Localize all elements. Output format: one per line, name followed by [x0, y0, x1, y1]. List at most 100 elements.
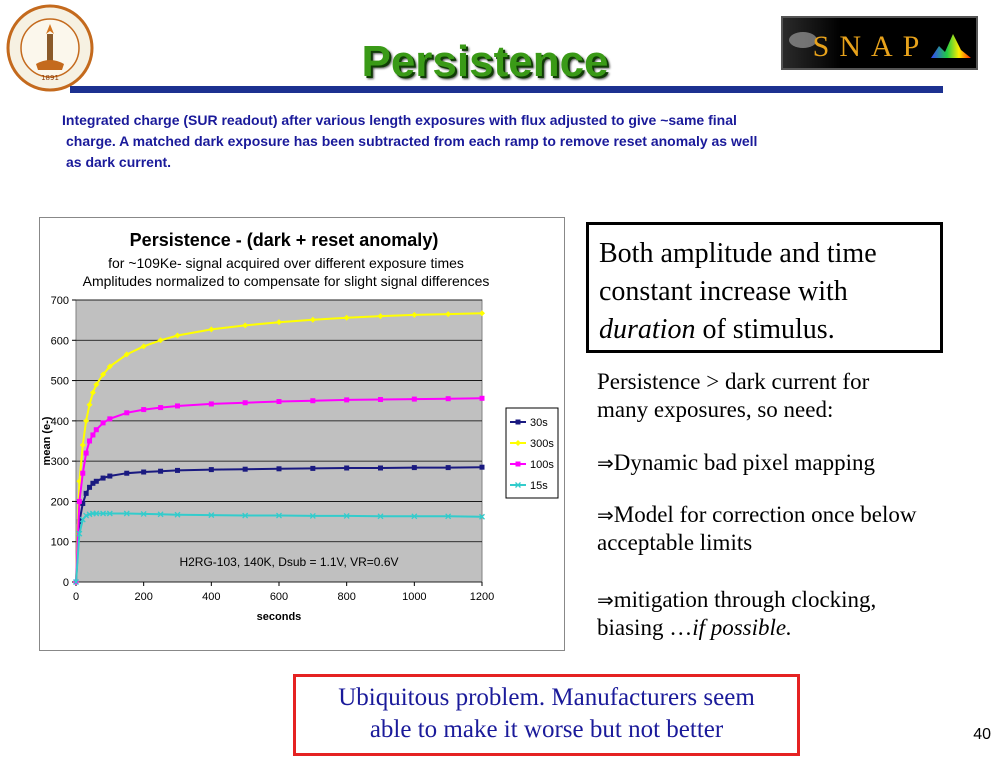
- data-point: [87, 438, 93, 444]
- bullet-emphasis: if possible.: [692, 615, 792, 640]
- data-point: [445, 311, 452, 318]
- data-point: [276, 319, 282, 326]
- y-axis-label: mean (e-): [41, 416, 53, 465]
- legend-marker: [515, 482, 521, 488]
- data-point: [309, 512, 316, 519]
- data-point: [310, 398, 316, 404]
- intro-line: as dark current.: [66, 154, 172, 170]
- data-point: [141, 469, 147, 475]
- data-point: [140, 343, 147, 350]
- caltech-seal-icon: 1891: [6, 4, 94, 92]
- data-point: [83, 512, 90, 519]
- data-point: [479, 513, 485, 520]
- conclusion-line: Ubiquitous problem. Manufacturers seem: [338, 684, 755, 711]
- data-point: [445, 465, 451, 471]
- bullet-text: biasing …: [597, 615, 693, 640]
- data-point: [242, 466, 248, 472]
- data-point: [276, 512, 282, 519]
- data-point: [157, 511, 164, 518]
- data-point: [124, 470, 130, 476]
- data-point: [100, 475, 106, 481]
- data-point: [208, 401, 214, 407]
- data-point: [107, 416, 113, 422]
- callout-box: Both amplitude and time constant increas…: [586, 222, 943, 353]
- intro-text: Integrated charge (SUR readout) after va…: [62, 110, 938, 173]
- plot-area: [75, 299, 483, 583]
- data-point: [157, 337, 164, 344]
- data-point: [80, 500, 86, 506]
- data-point: [242, 400, 248, 406]
- data-point: [411, 513, 418, 520]
- data-point: [276, 399, 282, 405]
- data-point: [100, 420, 106, 426]
- callout-line: constant increase with: [599, 276, 848, 307]
- note-line: Persistence > dark current for: [597, 369, 870, 394]
- data-point: [83, 417, 90, 424]
- data-point: [158, 468, 164, 474]
- series-line-15s: [75, 512, 483, 583]
- bullet-text: Model for correction once below: [613, 502, 917, 527]
- data-point: [175, 467, 180, 473]
- data-point: [445, 513, 452, 520]
- data-point: [411, 311, 418, 318]
- data-point: [242, 322, 249, 329]
- legend-marker: [515, 440, 521, 446]
- data-point: [76, 498, 82, 504]
- data-point: [123, 510, 130, 517]
- implies-arrow-icon: ⇒: [597, 451, 614, 475]
- y-tick-label: 500: [51, 376, 69, 388]
- data-point: [378, 397, 383, 403]
- data-point: [100, 371, 107, 378]
- data-point: [93, 381, 100, 388]
- intro-line: charge. A matched dark exposure has been…: [66, 133, 758, 149]
- data-point: [124, 410, 130, 416]
- x-tick-label: 1200: [470, 591, 494, 603]
- bullet-item: ⇒Model for correction once below accepta…: [597, 501, 1007, 557]
- data-point: [73, 579, 79, 585]
- data-point: [90, 432, 96, 438]
- data-point: [83, 490, 89, 496]
- data-point: [76, 530, 83, 537]
- note-line: many exposures, so need:: [597, 397, 834, 422]
- data-point: [140, 510, 147, 517]
- chart-annotation: H2RG-103, 140K, Dsub = 1.1V, VR=0.6V: [179, 555, 398, 569]
- x-tick-label: 400: [202, 591, 220, 603]
- data-point: [86, 401, 93, 408]
- bullet-text: mitigation through clocking,: [613, 587, 877, 612]
- data-point: [344, 397, 350, 403]
- chart-subtitle-1: for ~109Ke- signal acquired over differe…: [108, 255, 464, 271]
- bullet-text: acceptable limits: [597, 530, 753, 555]
- data-point: [175, 403, 180, 409]
- data-point: [377, 313, 384, 320]
- y-tick-label: 700: [51, 295, 69, 307]
- conclusion-line: able to make it worse but not better: [369, 716, 724, 743]
- data-point: [87, 484, 93, 490]
- series-line-30s: [75, 466, 483, 583]
- y-tick-label: 0: [63, 577, 69, 589]
- data-point: [80, 470, 86, 476]
- chart-title: Persistence - (dark + reset anomaly): [130, 230, 439, 250]
- page-number: 40: [973, 726, 991, 743]
- data-point: [141, 407, 147, 413]
- legend-label: 15s: [530, 480, 548, 492]
- data-point: [100, 510, 107, 517]
- x-tick-label: 0: [73, 591, 79, 603]
- data-point: [208, 512, 215, 519]
- conclusion-box: Ubiquitous problem. Manufacturers seem a…: [293, 674, 800, 756]
- snap-logo-icon: SNAP: [781, 16, 978, 70]
- data-point: [310, 465, 316, 471]
- data-point: [479, 464, 485, 470]
- snap-logo-text: SNAP: [813, 30, 930, 63]
- data-point: [106, 363, 113, 370]
- data-point: [309, 316, 316, 323]
- note-text: Persistence > dark current for many expo…: [597, 368, 997, 424]
- series-line-100s: [75, 397, 483, 583]
- legend-label: 300s: [530, 438, 554, 450]
- data-point: [377, 513, 384, 520]
- persistence-chart: Persistence - (dark + reset anomaly) for…: [39, 217, 565, 651]
- x-tick-label: 200: [134, 591, 152, 603]
- y-tick-label: 100: [51, 537, 69, 549]
- data-point: [93, 478, 99, 484]
- data-point: [93, 427, 99, 433]
- data-point: [479, 310, 485, 317]
